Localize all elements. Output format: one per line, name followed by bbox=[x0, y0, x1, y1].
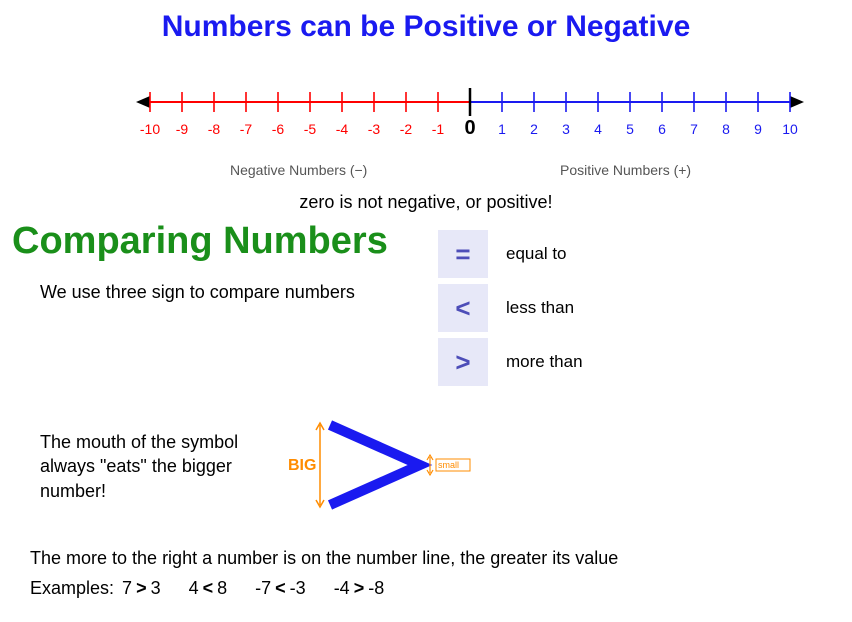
ex4-op: > bbox=[354, 578, 365, 599]
mouth-text: The mouth of the symbol always "eats" th… bbox=[40, 430, 270, 503]
svg-text:2: 2 bbox=[530, 121, 538, 137]
svg-text:3: 3 bbox=[562, 121, 570, 137]
ex2-op: < bbox=[203, 578, 214, 599]
positive-numbers-label: Positive Numbers (+) bbox=[560, 162, 691, 178]
svg-text:4: 4 bbox=[594, 121, 602, 137]
mouth-diagram: BIG small bbox=[280, 410, 480, 520]
svg-text:-6: -6 bbox=[272, 121, 285, 137]
equal-sign-label: equal to bbox=[506, 244, 567, 264]
svg-text:BIG: BIG bbox=[288, 457, 316, 474]
sign-row-more: > more than bbox=[438, 338, 583, 386]
svg-text:-10: -10 bbox=[140, 121, 160, 137]
comparing-intro: We use three sign to compare numbers bbox=[40, 282, 355, 303]
svg-text:small: small bbox=[438, 460, 459, 470]
less-sign-label: less than bbox=[506, 298, 574, 318]
examples-prefix: Examples: bbox=[30, 578, 114, 599]
ex2-left: 4 bbox=[189, 578, 199, 599]
more-sign-label: more than bbox=[506, 352, 583, 372]
mouth-diagram-svg: BIG small bbox=[280, 410, 480, 520]
less-sign-box: < bbox=[438, 284, 488, 332]
svg-text:-5: -5 bbox=[304, 121, 317, 137]
rule-text: The more to the right a number is on the… bbox=[30, 548, 618, 569]
svg-text:10: 10 bbox=[782, 121, 798, 137]
ex3-right: -3 bbox=[290, 578, 306, 599]
sign-table: = equal to < less than > more than bbox=[438, 230, 583, 392]
svg-text:5: 5 bbox=[626, 121, 634, 137]
page-title: Numbers can be Positive or Negative bbox=[0, 10, 852, 44]
zero-note: zero is not negative, or positive! bbox=[0, 192, 852, 213]
svg-text:-7: -7 bbox=[240, 121, 253, 137]
ex3-left: -7 bbox=[255, 578, 271, 599]
svg-text:0: 0 bbox=[464, 117, 475, 139]
example-1: 7 > 3 bbox=[122, 578, 161, 599]
examples-row: Examples: 7 > 3 4 < 8 -7 < -3 -4 > -8 bbox=[30, 578, 412, 599]
ex1-right: 3 bbox=[151, 578, 161, 599]
example-2: 4 < 8 bbox=[189, 578, 228, 599]
ex4-left: -4 bbox=[334, 578, 350, 599]
example-3: -7 < -3 bbox=[255, 578, 306, 599]
equal-sign-box: = bbox=[438, 230, 488, 278]
number-line-svg: -10-9-8-7-6-5-4-3-2-1012345678910 bbox=[130, 82, 810, 162]
sign-row-less: < less than bbox=[438, 284, 583, 332]
svg-text:7: 7 bbox=[690, 121, 698, 137]
ex1-op: > bbox=[136, 578, 147, 599]
sign-row-equal: = equal to bbox=[438, 230, 583, 278]
svg-text:-2: -2 bbox=[400, 121, 413, 137]
negative-numbers-label: Negative Numbers (−) bbox=[230, 162, 367, 178]
svg-text:8: 8 bbox=[722, 121, 730, 137]
svg-text:-1: -1 bbox=[432, 121, 445, 137]
svg-text:-3: -3 bbox=[368, 121, 381, 137]
ex2-right: 8 bbox=[217, 578, 227, 599]
svg-text:-4: -4 bbox=[336, 121, 349, 137]
example-4: -4 > -8 bbox=[334, 578, 385, 599]
more-sign-box: > bbox=[438, 338, 488, 386]
number-line: -10-9-8-7-6-5-4-3-2-1012345678910 bbox=[130, 82, 810, 162]
comparing-title: Comparing Numbers bbox=[12, 220, 388, 263]
svg-text:9: 9 bbox=[754, 121, 762, 137]
svg-text:1: 1 bbox=[498, 121, 506, 137]
svg-text:-9: -9 bbox=[176, 121, 189, 137]
svg-text:-8: -8 bbox=[208, 121, 221, 137]
ex4-right: -8 bbox=[368, 578, 384, 599]
ex3-op: < bbox=[275, 578, 286, 599]
svg-text:6: 6 bbox=[658, 121, 666, 137]
ex1-left: 7 bbox=[122, 578, 132, 599]
